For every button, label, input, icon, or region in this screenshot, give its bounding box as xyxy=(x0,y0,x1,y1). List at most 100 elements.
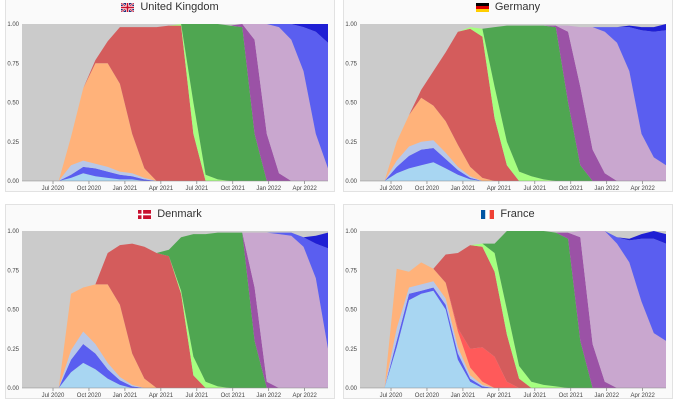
series-area-6 xyxy=(22,24,328,181)
x-tick-label: Jul 2021 xyxy=(523,393,546,399)
series-area-9 xyxy=(360,25,666,181)
x-tick-label: Oct 2020 xyxy=(415,393,440,399)
chart-title: United Kingdom xyxy=(140,1,219,13)
y-tick-label: 1.00 xyxy=(7,22,19,28)
series-area-7 xyxy=(22,24,328,181)
chart-panel-denmark: Denmark 0.00 0.25 0.50 0.75 1.00 Jul 2020 Oct … xyxy=(5,204,335,399)
chart-plot: 0.00 0.25 0.50 0.75 1.00 Jul 2020 Oct 2020 Jan … xyxy=(7,229,328,399)
chart-title: Denmark xyxy=(157,208,202,220)
chart-header: United Kingdom xyxy=(6,0,334,16)
x-tick-label: Jul 2020 xyxy=(42,186,65,192)
series-area-0 xyxy=(360,290,666,388)
x-tick-label: Jul 2020 xyxy=(380,393,403,399)
chart-panel-uk: United Kingdom 0.00 0.25 0.50 0.75 1.00 Jul 2… xyxy=(5,0,335,192)
y-tick-label: 1.00 xyxy=(345,229,357,235)
series-area-0 xyxy=(22,173,328,181)
series-area-8 xyxy=(360,231,666,388)
series-area-3 xyxy=(22,284,328,388)
series-area-8 xyxy=(22,24,328,181)
chart-panel-germany: Germany 0.00 0.25 0.50 0.75 1.00 Jul 2020 Oct … xyxy=(343,0,673,192)
x-tick-label: Jan 2021 xyxy=(113,393,138,399)
y-tick-label: 0.25 xyxy=(345,140,357,146)
y-tick-label: 0.50 xyxy=(7,101,19,107)
x-tick-label: Jan 2021 xyxy=(113,186,138,192)
x-tick-label: Jan 2022 xyxy=(594,393,619,399)
series-area-4 xyxy=(360,28,666,182)
chart-plot: 0.00 0.25 0.50 0.75 1.00 Jul 2020 Oct 2020 Jan … xyxy=(345,229,666,399)
series-area-3 xyxy=(22,63,328,181)
y-tick-label: 0.75 xyxy=(345,268,357,274)
series-area-3 xyxy=(360,97,666,181)
series-area-6 xyxy=(360,25,666,181)
series-area-8 xyxy=(360,25,666,181)
series-area-6 xyxy=(22,232,328,388)
chart-title: Germany xyxy=(494,1,541,13)
y-tick-label: 0.00 xyxy=(345,179,357,185)
series-area-2 xyxy=(360,140,666,181)
x-tick-label: Oct 2021 xyxy=(559,186,584,192)
series-area-7 xyxy=(360,231,666,388)
x-tick-label: Jan 2022 xyxy=(594,186,619,192)
y-tick-label: 1.00 xyxy=(7,229,19,235)
x-tick-label: Apr 2022 xyxy=(293,393,318,399)
x-tick-label: Oct 2020 xyxy=(77,186,102,192)
chart-plot: 0.00 0.25 0.50 0.75 1.00 Jul 2020 Oct 2020 Jan … xyxy=(7,22,328,192)
series-area-4 xyxy=(22,25,328,181)
x-tick-label: Jan 2022 xyxy=(256,393,281,399)
x-tick-label: Oct 2020 xyxy=(415,186,440,192)
x-tick-label: Oct 2021 xyxy=(221,186,246,192)
germany-flag-icon xyxy=(475,2,489,12)
series-area-5 xyxy=(360,245,666,388)
y-tick-label: 0.75 xyxy=(7,268,19,274)
x-tick-label: Jan 2022 xyxy=(256,186,281,192)
series-area-4 xyxy=(22,243,328,388)
series-area-1 xyxy=(22,166,328,181)
uk-flag-icon xyxy=(121,2,135,12)
x-tick-label: Oct 2021 xyxy=(221,393,246,399)
x-tick-label: Jul 2021 xyxy=(185,393,208,399)
x-tick-label: Apr 2022 xyxy=(631,393,656,399)
y-tick-label: 0.00 xyxy=(7,386,19,392)
series-area-10 xyxy=(360,231,666,388)
x-tick-label: Apr 2022 xyxy=(631,186,656,192)
series-area-0 xyxy=(360,162,666,181)
x-tick-label: Oct 2020 xyxy=(77,393,102,399)
x-tick-label: Apr 2022 xyxy=(293,186,318,192)
chart-header: Denmark xyxy=(6,205,334,223)
x-tick-label: Jan 2021 xyxy=(451,186,476,192)
y-tick-label: 0.50 xyxy=(7,308,19,314)
x-tick-label: Jul 2021 xyxy=(523,186,546,192)
x-tick-label: Apr 2021 xyxy=(487,393,512,399)
chart-panel-france: France 0.00 0.25 0.50 0.75 1.00 Jul 2020 Oct 2… xyxy=(343,204,673,399)
y-tick-label: 0.00 xyxy=(7,179,19,185)
y-tick-label: 0.25 xyxy=(7,347,19,353)
series-area-8 xyxy=(22,232,328,388)
denmark-flag-icon xyxy=(138,209,152,219)
series-area-9 xyxy=(22,24,328,181)
x-tick-label: Oct 2021 xyxy=(559,393,584,399)
y-tick-label: 0.75 xyxy=(345,61,357,67)
x-tick-label: Jul 2020 xyxy=(42,393,65,399)
y-tick-label: 0.50 xyxy=(345,308,357,314)
series-area-9 xyxy=(360,231,666,388)
series-area-7 xyxy=(360,25,666,181)
y-tick-label: 0.75 xyxy=(7,61,19,67)
x-tick-label: Apr 2021 xyxy=(149,186,174,192)
x-tick-label: Jul 2020 xyxy=(380,186,403,192)
chart-title: France xyxy=(500,208,535,220)
series-area-2 xyxy=(22,160,328,181)
series-area-1 xyxy=(360,148,666,181)
x-tick-label: Jul 2021 xyxy=(185,186,208,192)
y-tick-label: 0.00 xyxy=(345,386,357,392)
x-tick-label: Apr 2021 xyxy=(487,186,512,192)
series-area-0 xyxy=(22,362,328,388)
x-tick-label: Jan 2021 xyxy=(451,393,476,399)
x-tick-label: Apr 2021 xyxy=(149,393,174,399)
y-tick-label: 0.50 xyxy=(345,101,357,107)
france-flag-icon xyxy=(481,209,495,219)
y-tick-label: 0.25 xyxy=(7,140,19,146)
chart-header: Germany xyxy=(344,0,672,16)
chart-header: France xyxy=(344,205,672,223)
y-tick-label: 1.00 xyxy=(345,22,357,28)
chart-plot: 0.00 0.25 0.50 0.75 1.00 Jul 2020 Oct 2020 Jan … xyxy=(345,22,666,192)
